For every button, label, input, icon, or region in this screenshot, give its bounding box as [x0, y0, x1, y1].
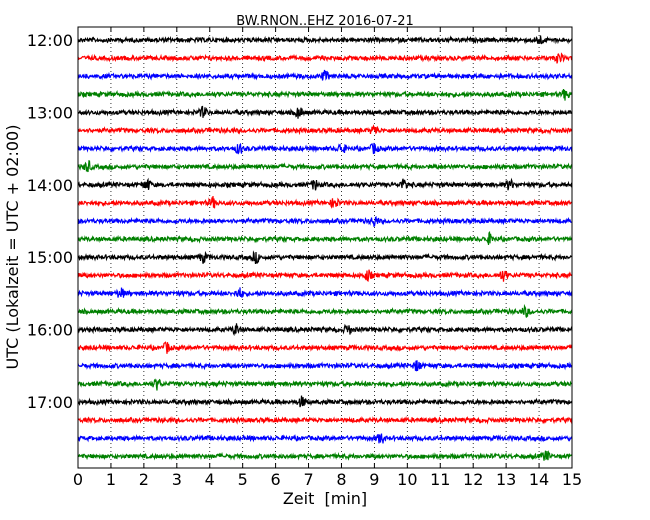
y-tick-label: 16:00: [27, 321, 73, 340]
x-axis-label: Zeit [min]: [283, 489, 367, 508]
trace-line-1345: [77, 160, 573, 173]
x-tick-label: 15: [562, 470, 582, 489]
x-tick-label: 3: [172, 470, 182, 489]
trace-line-1630: [77, 360, 573, 372]
trace-line-1415: [77, 195, 573, 209]
x-tick-label: 11: [430, 470, 450, 489]
x-tick-label: 5: [238, 470, 248, 489]
trace-line-1615: [77, 341, 573, 354]
trace-line-1500: [77, 250, 573, 265]
trace-line-1430: [77, 215, 573, 228]
trace-line-1600: [77, 323, 573, 337]
y-tick-label: 12:00: [27, 31, 73, 50]
trace-line-1200: [77, 35, 573, 45]
x-tick-label: 6: [271, 470, 281, 489]
trace-line-1645: [77, 378, 573, 391]
plot-frame: [77, 26, 573, 469]
vertical-gridlines: [110, 27, 540, 468]
trace-line-1230: [77, 69, 573, 81]
trace-line-1715: [77, 415, 573, 425]
trace-line-1700: [77, 395, 573, 408]
x-tick-label: 8: [336, 470, 346, 489]
y-axis-ticks: 12:00 13:00 14:00 15:00 16:00 17:00: [27, 31, 83, 412]
trace-line-1745: [77, 449, 573, 461]
seismic-traces: [77, 35, 573, 461]
trace-line-1515: [77, 269, 573, 283]
x-tick-label: 7: [303, 470, 313, 489]
trace-line-1545: [77, 303, 573, 318]
x-tick-label: 9: [369, 470, 379, 489]
trace-line-1730: [77, 433, 573, 444]
trace-line-1445: [77, 230, 573, 246]
y-axis-label: UTC (Lokalzeit = UTC + 02:00): [3, 125, 22, 370]
x-tick-label: 14: [529, 470, 549, 489]
x-tick-label: 4: [205, 470, 215, 489]
y-tick-label: 15:00: [27, 248, 73, 267]
x-tick-label: 0: [73, 470, 83, 489]
x-tick-label: 13: [496, 470, 516, 489]
y-tick-label: 14:00: [27, 176, 73, 195]
x-tick-label: 2: [139, 470, 149, 489]
x-tick-label: 1: [106, 470, 116, 489]
x-tick-label: 12: [463, 470, 483, 489]
trace-line-1245: [77, 88, 573, 101]
trace-line-1400: [77, 177, 573, 191]
trace-line-1300: [77, 105, 573, 119]
trace-line-1315: [77, 124, 573, 136]
y-tick-label: 13:00: [27, 103, 73, 122]
trace-line-1530: [77, 287, 573, 298]
y-tick-label: 17:00: [27, 393, 73, 412]
trace-line-1215: [77, 52, 573, 64]
trace-line-1330: [77, 142, 573, 155]
x-axis-ticks: 0 1 2 3 4 5 6 7 8 9 10 11 12 13 14 15: [73, 27, 582, 489]
chart-title: BW.RNON..EHZ 2016-07-21: [236, 14, 414, 29]
x-tick-label: 10: [397, 470, 417, 489]
